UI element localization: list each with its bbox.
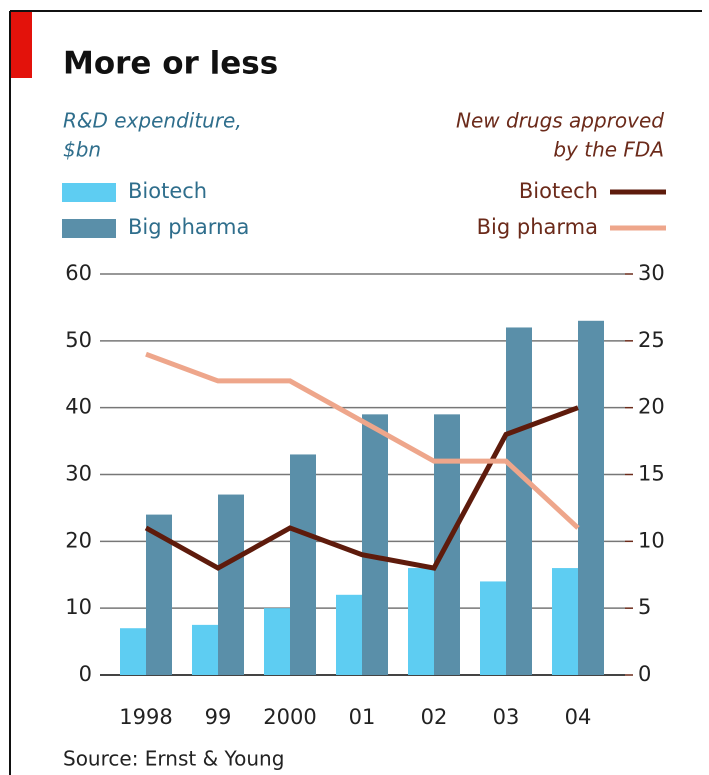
x-tick-label: 2000 bbox=[263, 705, 316, 729]
legend-label: Biotech bbox=[519, 179, 598, 203]
x-tick-label: 03 bbox=[493, 705, 520, 729]
y2-tick-label: 5 bbox=[638, 595, 651, 619]
y-tick-label: 10 bbox=[65, 595, 92, 619]
y-tick-label: 0 bbox=[79, 662, 92, 686]
y2-tick-label: 20 bbox=[638, 395, 665, 419]
bar bbox=[290, 454, 316, 675]
bar bbox=[120, 628, 146, 675]
y2-tick-label: 0 bbox=[638, 662, 651, 686]
bar bbox=[480, 581, 506, 675]
y2-tick-label: 30 bbox=[638, 261, 665, 285]
legend-label: Biotech bbox=[128, 179, 207, 203]
legend-swatch bbox=[62, 219, 116, 238]
y2-tick-label: 15 bbox=[638, 462, 665, 486]
bar bbox=[192, 624, 218, 675]
line bbox=[144, 405, 579, 571]
bar bbox=[506, 327, 532, 675]
left-axis-label: R&D expenditure, bbox=[63, 109, 242, 133]
x-tick-label: 1998 bbox=[119, 705, 172, 729]
y-tick-label: 20 bbox=[65, 528, 92, 552]
x-tick-label: 04 bbox=[565, 705, 592, 729]
x-tick-label: 01 bbox=[349, 705, 376, 729]
source: Source: Ernst & Young bbox=[63, 747, 284, 771]
bar bbox=[578, 320, 604, 675]
y2-tick-label: 25 bbox=[638, 328, 665, 352]
bar bbox=[336, 594, 362, 675]
y-tick-label: 30 bbox=[65, 462, 92, 486]
right-axis-label: New drugs approved bbox=[456, 109, 664, 133]
y-tick-label: 50 bbox=[65, 328, 92, 352]
bar bbox=[408, 568, 434, 675]
y2-tick-label: 10 bbox=[638, 528, 665, 552]
y-tick-label: 40 bbox=[65, 395, 92, 419]
x-tick-label: 99 bbox=[205, 705, 232, 729]
bar bbox=[218, 494, 244, 675]
bar bbox=[264, 608, 290, 675]
y-tick-label: 60 bbox=[65, 261, 92, 285]
line bbox=[145, 351, 580, 530]
bar bbox=[362, 414, 388, 675]
x-tick-label: 02 bbox=[421, 705, 448, 729]
bar bbox=[552, 568, 578, 675]
right-axis-label: by the FDA bbox=[553, 138, 664, 162]
legend-label: Big pharma bbox=[477, 215, 598, 239]
red-tab bbox=[11, 12, 32, 78]
chart-title: More or less bbox=[63, 46, 278, 82]
left-axis-label: $bn bbox=[63, 138, 101, 162]
legend-label: Big pharma bbox=[128, 215, 249, 239]
legend-swatch bbox=[62, 183, 116, 202]
